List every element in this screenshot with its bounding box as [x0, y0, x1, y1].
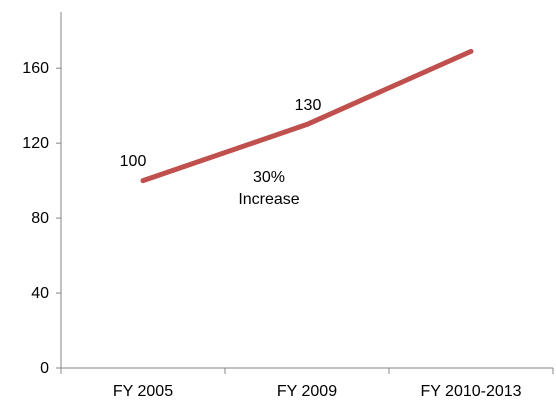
increase-annotation: 30% Increase [238, 169, 299, 208]
y-tick-label: 0 [40, 360, 49, 377]
series-line [140, 48, 474, 184]
data-label-fy2009: 130 [295, 97, 322, 114]
annotation-percent: 30% [253, 169, 285, 186]
y-tick-label: 120 [22, 135, 49, 152]
y-tick-label: 80 [31, 210, 49, 227]
data-labels: 100 130 [120, 97, 322, 170]
y-tick-label: 160 [22, 60, 49, 77]
data-label-fy2005: 100 [120, 153, 147, 170]
chart-axes [60, 12, 553, 369]
annotation-text: Increase [238, 191, 299, 208]
x-axis-ticks: FY 2005 FY 2009 FY 2010-2013 [60, 368, 554, 400]
x-tick-label: FY 2005 [113, 383, 173, 400]
series-group [140, 48, 474, 184]
x-tick-label: FY 2009 [277, 383, 337, 400]
y-axis-ticks: 0 40 80 120 160 [22, 60, 61, 377]
x-tick-label: FY 2010-2013 [420, 383, 521, 400]
y-tick-label: 40 [31, 285, 49, 302]
